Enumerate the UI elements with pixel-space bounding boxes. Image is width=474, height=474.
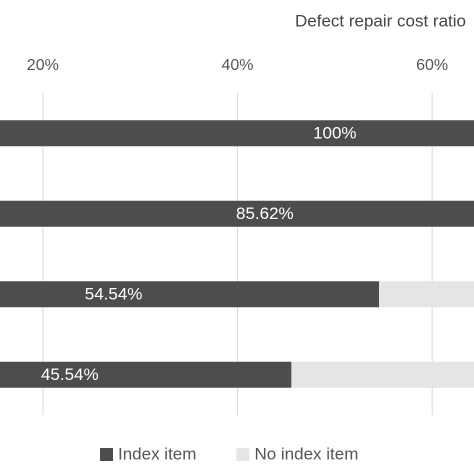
- chart-title: Defect repair cost ratio: [295, 11, 466, 30]
- value-label: 85.62%: [236, 204, 294, 223]
- value-label: 100%: [313, 124, 356, 143]
- x-tick-label: 20%: [27, 57, 59, 74]
- value-label: 54.54%: [85, 285, 143, 304]
- x-tick-label: 40%: [221, 57, 253, 74]
- bar-segment: [0, 200, 474, 227]
- legend-label: No index item: [254, 444, 358, 463]
- bar-segment: [379, 281, 474, 308]
- bar-segment: [291, 361, 474, 388]
- value-label: 45.54%: [41, 365, 99, 384]
- x-tick-label: 60%: [416, 57, 448, 74]
- legend-label: Index item: [118, 444, 196, 463]
- legend-swatch: [100, 448, 113, 461]
- bar-segment: [0, 281, 380, 308]
- bar-segment: [0, 120, 474, 147]
- bar-segment: [0, 361, 292, 388]
- legend-swatch: [236, 448, 250, 461]
